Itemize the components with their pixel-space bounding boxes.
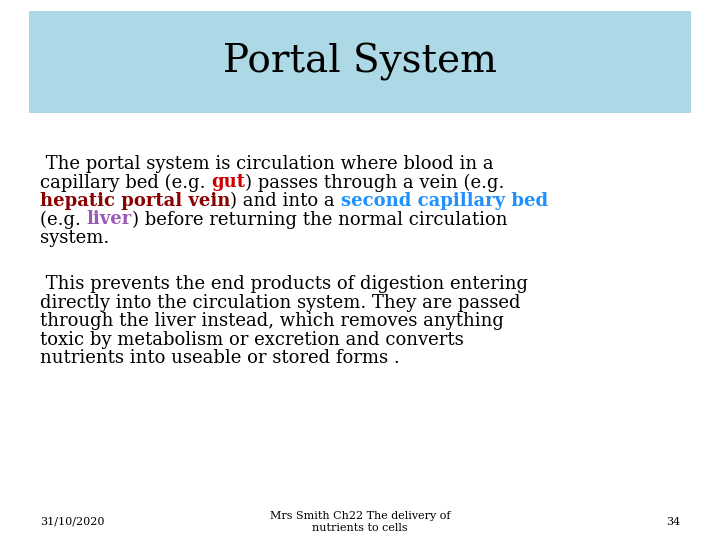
Text: (e.g.: (e.g. [40,211,86,229]
Text: directly into the circulation system. They are passed: directly into the circulation system. Th… [40,294,521,312]
Bar [29,11,691,113]
Text: through the liver instead, which removes anything: through the liver instead, which removes… [40,313,504,330]
Text: Mrs Smith Ch22 The delivery of
nutrients to cells: Mrs Smith Ch22 The delivery of nutrients… [270,511,450,533]
Text: 31/10/2020: 31/10/2020 [40,517,104,527]
Text: ) passes through a vein (e.g.: ) passes through a vein (e.g. [246,173,505,192]
Text: This prevents the end products of digestion entering: This prevents the end products of digest… [40,275,528,294]
Text: capillary bed (e.g.: capillary bed (e.g. [40,173,211,192]
Text: liver: liver [86,211,132,228]
Text: second capillary bed: second capillary bed [341,192,548,210]
Text: ) and into a: ) and into a [230,192,341,210]
Text: ) before returning the normal circulation: ) before returning the normal circulatio… [132,211,508,229]
Text: 34: 34 [666,517,680,527]
Text: gut: gut [211,173,246,192]
Text: The portal system is circulation where blood in a: The portal system is circulation where b… [40,155,494,173]
Text: hepatic portal vein: hepatic portal vein [40,192,230,210]
Text: Portal System: Portal System [223,43,497,81]
Text: system.: system. [40,229,109,247]
Text: toxic by metabolism or excretion and converts: toxic by metabolism or excretion and con… [40,331,464,349]
Text: nutrients into useable or stored forms .: nutrients into useable or stored forms . [40,349,400,368]
